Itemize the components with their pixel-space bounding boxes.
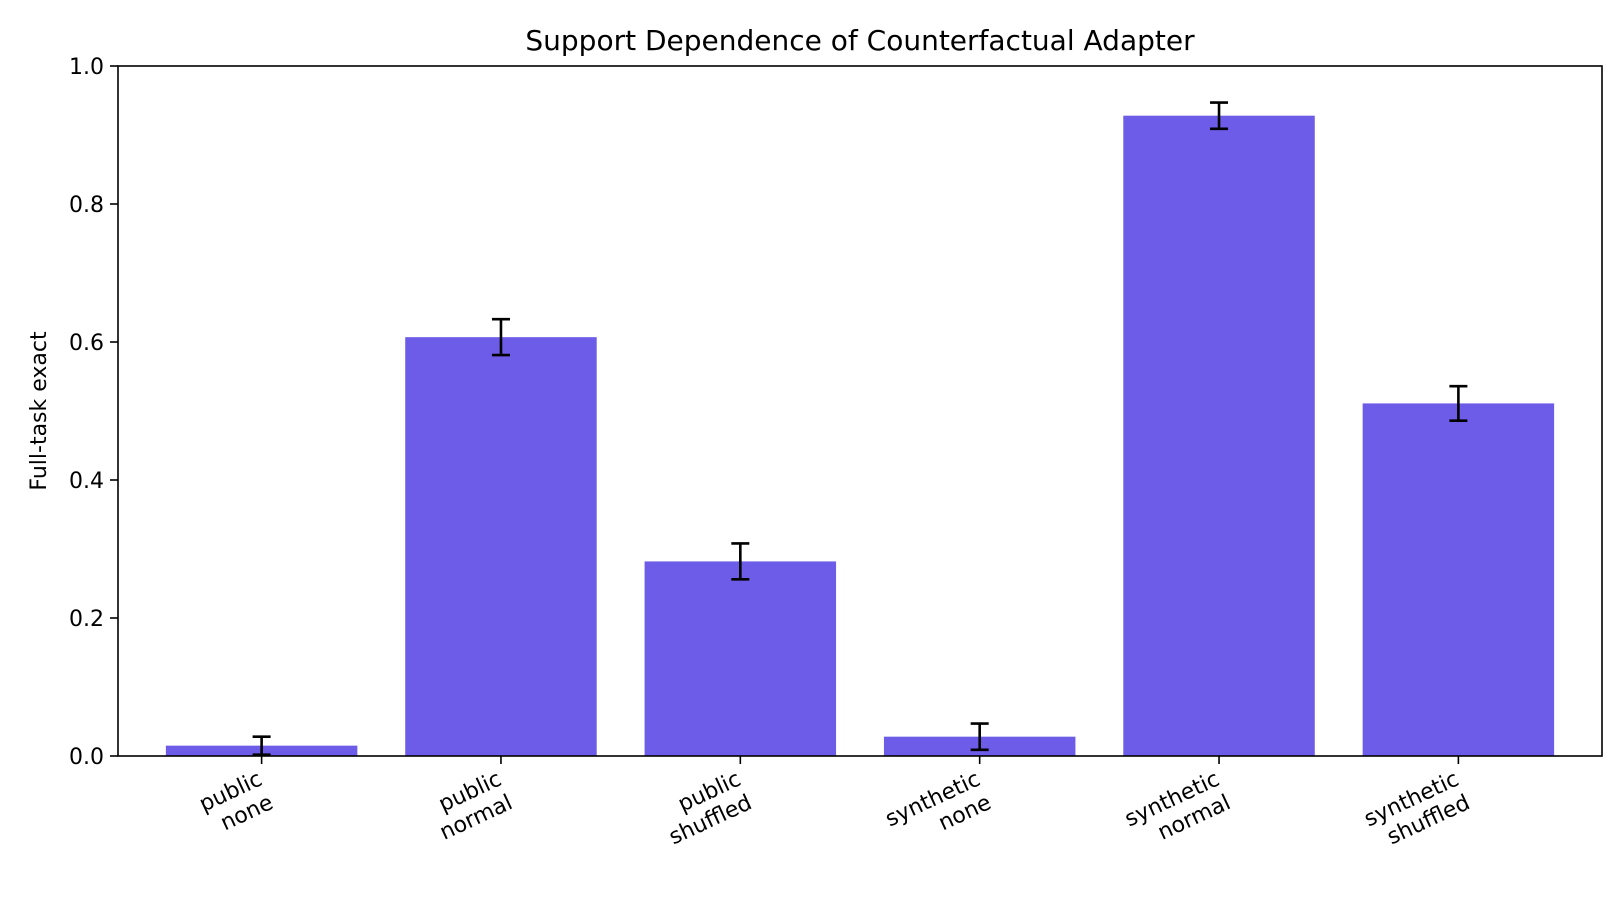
chart-title: Support Dependence of Counterfactual Ada… bbox=[525, 24, 1195, 57]
x-tick-label-2: publicshuffled bbox=[654, 767, 755, 850]
error-bar-5 bbox=[1449, 384, 1468, 422]
x-tick-label-0: publicnone bbox=[196, 767, 278, 841]
y-tick-label-0: 0.0 bbox=[69, 745, 104, 770]
error-bar-4 bbox=[1210, 101, 1229, 131]
bar-2 bbox=[644, 561, 837, 756]
x-tick-label-4: syntheticnormal bbox=[1121, 767, 1234, 856]
error-bar-2 bbox=[731, 542, 750, 581]
y-axis-label: Full-task exact bbox=[27, 331, 52, 491]
x-tick-label-3: syntheticnone bbox=[882, 767, 995, 856]
y-tick-label-5: 1.0 bbox=[69, 55, 104, 80]
bar-5 bbox=[1362, 403, 1555, 756]
error-bar-1 bbox=[491, 317, 510, 357]
x-tick-label-5: syntheticshuffled bbox=[1360, 767, 1473, 856]
plot-frame bbox=[117, 65, 1603, 757]
x-tick-label-1: publicnormal bbox=[425, 767, 516, 846]
y-tick-label-1: 0.2 bbox=[69, 607, 104, 632]
error-bar-0 bbox=[252, 735, 271, 756]
y-tick-label-4: 0.8 bbox=[69, 193, 104, 218]
y-tick-label-2: 0.4 bbox=[69, 469, 104, 494]
bar-1 bbox=[405, 337, 597, 756]
error-bar-3 bbox=[970, 722, 989, 752]
y-tick-label-3: 0.6 bbox=[69, 331, 104, 356]
bar-4 bbox=[1123, 115, 1315, 757]
